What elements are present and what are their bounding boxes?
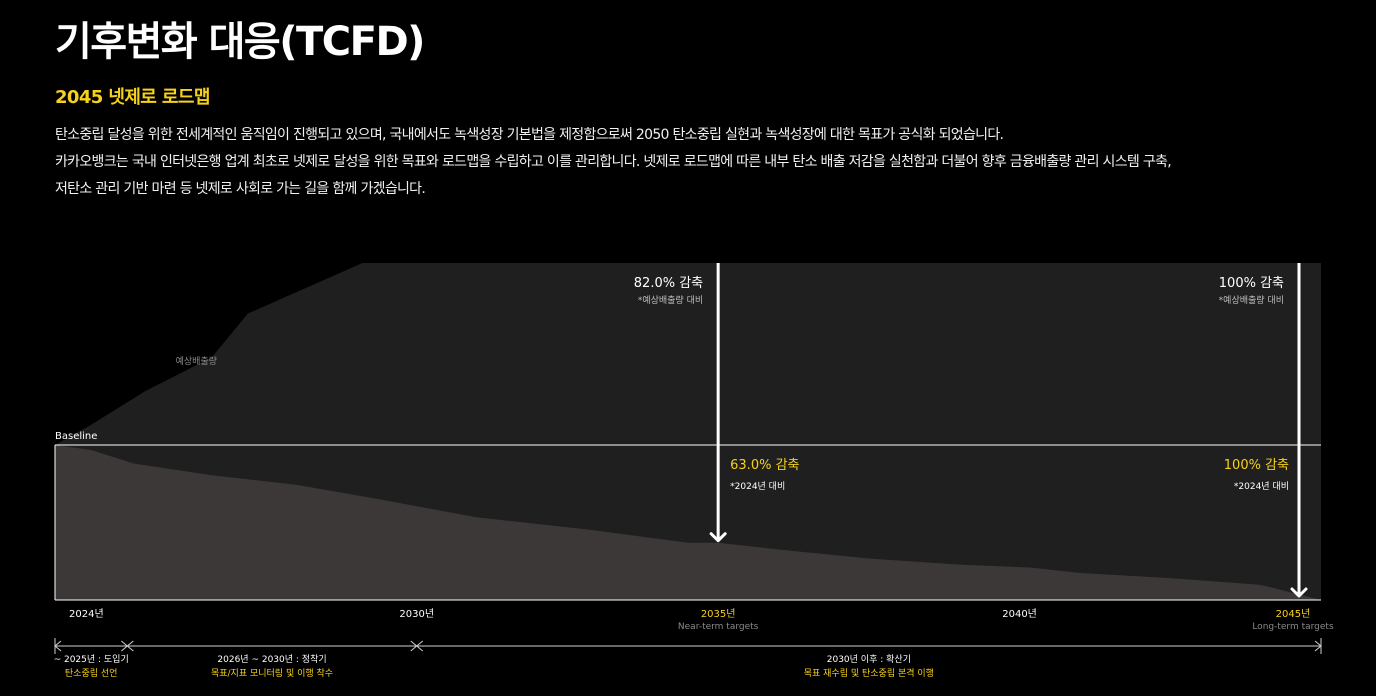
x-tick-sub-2035: Near-term targets: [678, 622, 759, 632]
phase-desc-2: 목표 재수립 및 탄소중립 본격 이행: [804, 667, 934, 679]
phase-label-0: ~ 2025년 : 도입기: [54, 653, 129, 665]
phase-arrow-1-0: [126, 640, 134, 652]
phase-desc-0: 탄소중립 선언: [65, 667, 118, 679]
x-tick-2024: 2024년: [69, 608, 104, 620]
annotation-note-1: *예상배출량 대비: [1219, 294, 1284, 306]
reduction-path-area: [55, 444, 1321, 600]
phase-arrow-2-0: [415, 640, 424, 652]
x-tick-2035: 2035년: [701, 608, 736, 620]
page-title: 기후변화 대응(TCFD): [55, 19, 425, 65]
phase-desc-1: 목표/지표 모니터링 및 이행 착수: [211, 667, 333, 679]
x-tick-2030: 2030년: [399, 608, 434, 620]
description: 탄소중립 달성을 위한 전세계적인 움직임이 진행되고 있으며, 국내에서도 녹…: [55, 122, 1295, 203]
description-line-3: 저탄소 관리 기반 마련 등 넷제로 사회로 가는 길을 함께 가겠습니다.: [55, 181, 426, 197]
annotation-title-0: 82.0% 감축: [634, 276, 703, 291]
description-line-2: 카카오뱅크는 국내 인터넷은행 업계 최초로 넷제로 달성을 위한 목표와 로드…: [55, 154, 1172, 170]
annotation-title-3: 100% 감축: [1224, 458, 1289, 473]
phase-arrow-2-1: [1314, 640, 1322, 652]
annotation-title-1: 100% 감축: [1219, 276, 1284, 291]
phase-label-1: 2026년 ~ 2030년 : 정착기: [217, 654, 326, 665]
section-title: 2045 넷제로 로드맵: [55, 87, 210, 108]
x-tick-2045: 2045년: [1276, 608, 1311, 620]
expected-emissions-label: 예상배출량: [176, 355, 217, 367]
x-tick-2040: 2040년: [1002, 608, 1037, 620]
target-arrowhead-2035: [709, 532, 727, 543]
annotation-note-2: *2024년 대비: [730, 481, 785, 492]
phase-label-2: 2030년 이후 : 확산기: [827, 653, 911, 665]
annotation-note-0: *예상배출량 대비: [638, 294, 703, 306]
annotation-title-2: 63.0% 감축: [730, 458, 799, 473]
x-tick-sub-2045: Long-term targets: [1252, 622, 1334, 632]
phase-arrow-0-0: [54, 640, 62, 652]
description-line-1: 탄소중립 달성을 위한 전세계적인 움직임이 진행되고 있으며, 국내에서도 녹…: [55, 127, 1004, 143]
annotation-note-3: *2024년 대비: [1234, 481, 1289, 492]
expected-emissions-area: [55, 263, 1321, 445]
baseline-label: Baseline: [55, 431, 97, 442]
target-arrowhead-2045: [1290, 587, 1308, 598]
